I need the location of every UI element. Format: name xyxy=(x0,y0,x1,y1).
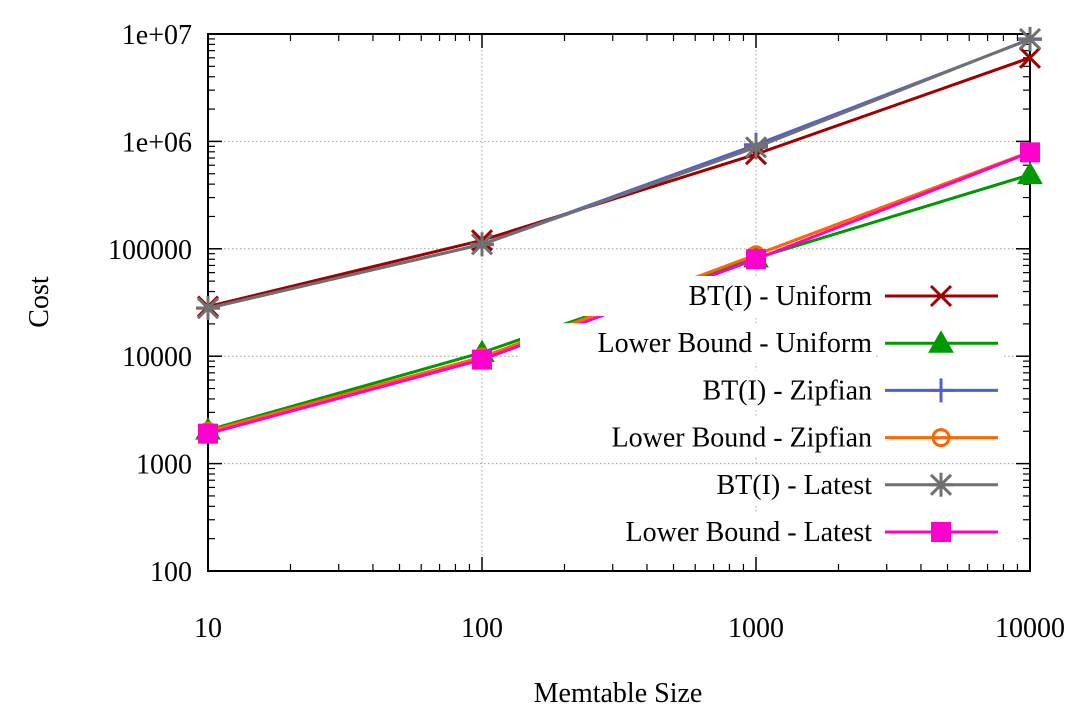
data-point xyxy=(746,249,766,270)
y-tick-label: 10000 xyxy=(122,342,192,373)
data-point xyxy=(196,296,220,321)
data-point xyxy=(1017,161,1043,185)
x-tick-label: 10 xyxy=(194,613,222,644)
series-line xyxy=(207,38,1031,310)
legend-item: Lower Bound - Zipfian xyxy=(520,417,1004,458)
legend-label-bg xyxy=(520,323,876,364)
series-line xyxy=(207,56,1031,308)
data-point xyxy=(1020,142,1040,163)
data-point xyxy=(1018,46,1042,69)
series-4 xyxy=(196,26,1042,321)
legend-label-bg xyxy=(520,276,876,316)
legend-label: Lower Bound - Zipfian xyxy=(612,423,873,454)
legend-marker xyxy=(931,522,951,542)
y-tick-label: 100 xyxy=(150,557,192,588)
legend-label: Lower Bound - Uniform xyxy=(597,328,872,359)
y-tick-label: 1000 xyxy=(136,450,192,481)
legend-marker xyxy=(928,330,954,353)
legend-item: Lower Bound - Uniform xyxy=(520,323,1004,364)
legend-label-bg xyxy=(520,512,876,552)
legend-label: BT(I) - Latest xyxy=(717,470,873,501)
legend: BT(I) - Uniform Lower Bound - Uniform BT(I… xyxy=(520,276,1004,552)
y-tick-label: 1e+07 xyxy=(122,20,192,51)
legend-item: BT(I) - Latest xyxy=(520,464,1004,505)
data-point xyxy=(198,423,218,444)
legend-item: BT(I) - Uniform xyxy=(520,276,1004,316)
data-point xyxy=(1018,26,1042,51)
x-tick-label: 1000 xyxy=(728,613,784,644)
y-tick-label: 100000 xyxy=(108,235,192,266)
legend-marker xyxy=(931,428,951,448)
x-axis-label: Memtable Size xyxy=(534,678,703,709)
y-axis-label: Cost xyxy=(24,276,55,328)
legend-item: BT(I) - Zipfian xyxy=(520,370,1004,411)
y-tick-label: 1e+06 xyxy=(122,127,192,158)
series-line xyxy=(207,37,1031,310)
legend-label-bg xyxy=(520,370,876,411)
data-point xyxy=(744,135,768,160)
legend-label: Lower Bound - Latest xyxy=(626,517,873,548)
data-point xyxy=(470,232,494,257)
legend-marker xyxy=(929,472,953,497)
x-tick-label: 10000 xyxy=(995,613,1065,644)
legend-label: BT(I) - Zipfian xyxy=(703,375,873,406)
legend-label-bg xyxy=(520,464,876,505)
legend-label-bg xyxy=(520,417,876,458)
legend-marker xyxy=(929,284,953,308)
legend-item: Lower Bound - Latest xyxy=(520,512,1004,552)
data-point xyxy=(472,349,492,370)
legend-label: BT(I) - Uniform xyxy=(688,281,872,312)
x-tick-label: 100 xyxy=(461,613,503,644)
legend-marker xyxy=(929,378,953,403)
